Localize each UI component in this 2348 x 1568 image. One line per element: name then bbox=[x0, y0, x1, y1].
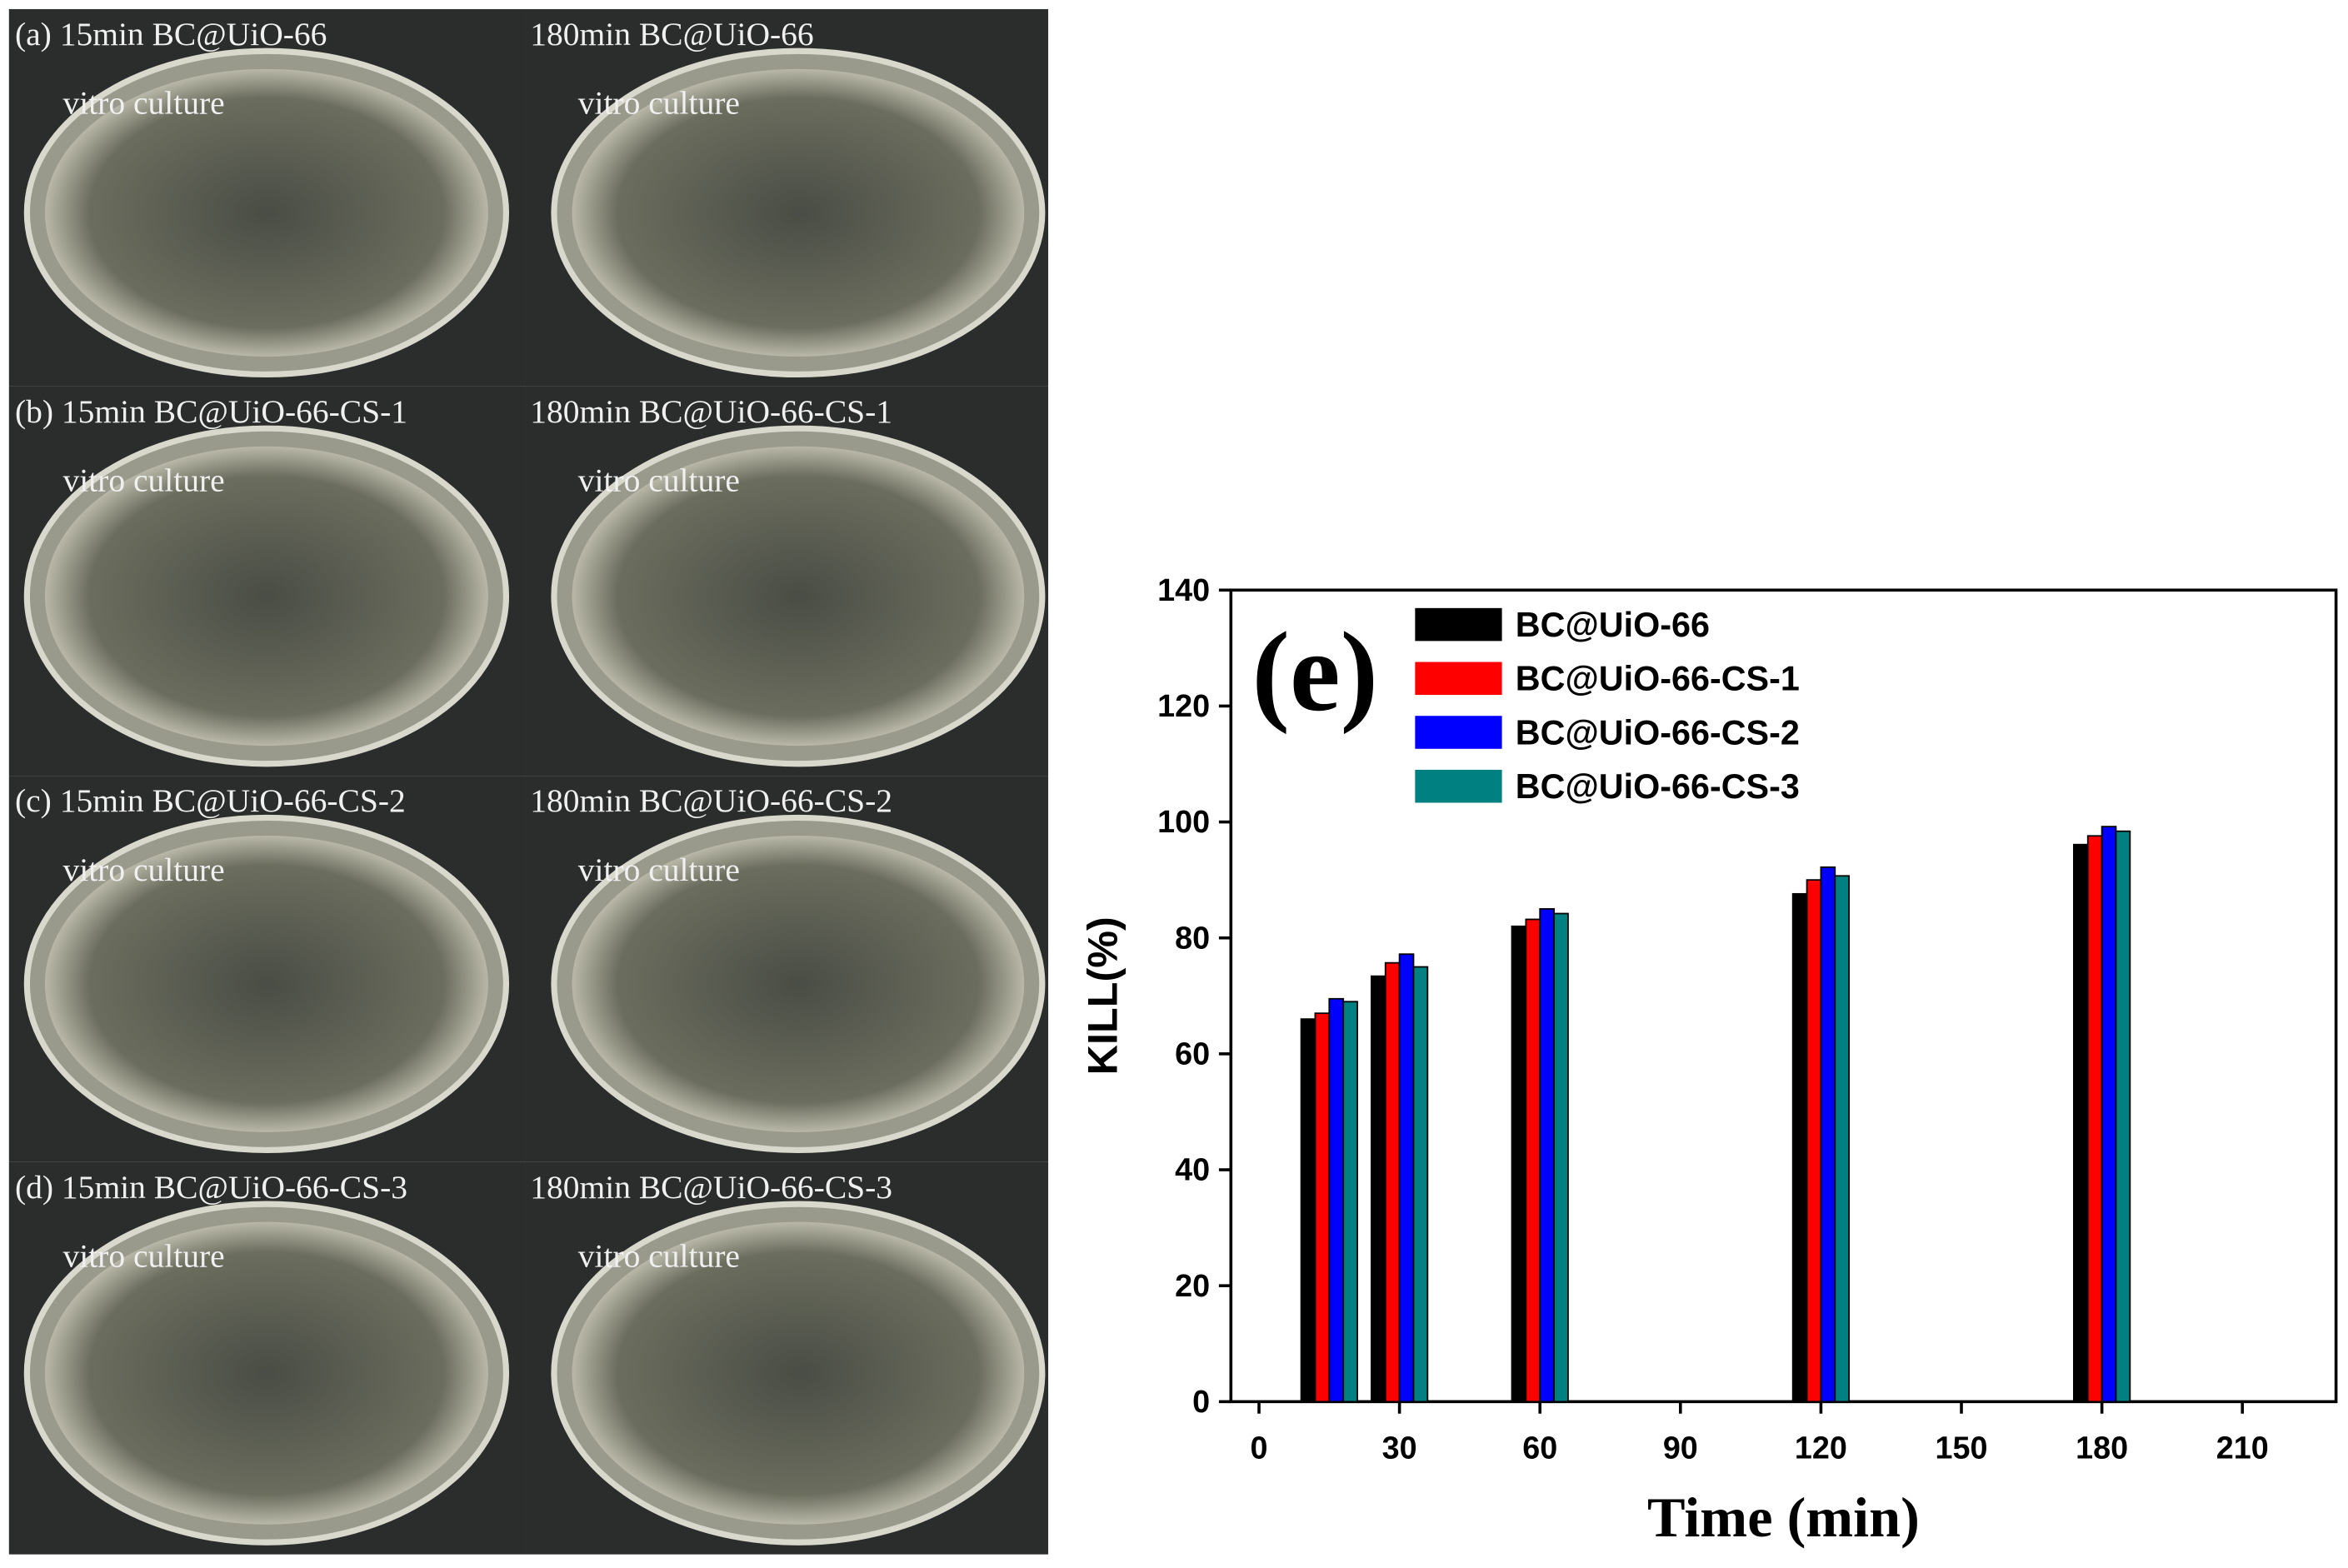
plot-frame bbox=[1229, 588, 2338, 1404]
photo-caption: vitro culture bbox=[578, 851, 740, 888]
x-tick-label: 210 bbox=[2216, 1431, 2269, 1466]
petri-dish bbox=[44, 68, 488, 357]
chart: 0 20 40 60 80 100 120 140 0 30 60 90 120 150 180 210 Tim… bbox=[1079, 572, 2338, 1549]
bar bbox=[1328, 997, 1345, 1403]
petri-dish bbox=[572, 1221, 1025, 1525]
bar bbox=[1511, 925, 1527, 1403]
legend-swatch bbox=[1415, 662, 1502, 696]
photo-caption: vitro culture bbox=[578, 462, 740, 499]
legend-label: BC@UiO-66-CS-1 bbox=[1516, 660, 1800, 698]
petri-dish bbox=[572, 446, 1025, 747]
petri-dish bbox=[44, 446, 488, 747]
bar bbox=[2086, 835, 2103, 1403]
photo-caption: vitro culture bbox=[62, 851, 224, 888]
bar bbox=[1820, 866, 1836, 1403]
bar bbox=[1384, 961, 1401, 1403]
y-tick-label: 60 bbox=[1175, 1036, 1210, 1071]
x-tick-label: 180 bbox=[2076, 1431, 2128, 1466]
bar bbox=[1806, 879, 1822, 1403]
photo-title: (c) 15min BC@UiO-66-CS-2 bbox=[15, 782, 406, 819]
y-tick-label: 140 bbox=[1157, 572, 1210, 607]
petri-dish bbox=[44, 1221, 488, 1525]
y-tick-label: 0 bbox=[1192, 1384, 1210, 1419]
petri-dish bbox=[44, 836, 488, 1132]
petri-dish bbox=[572, 68, 1025, 357]
y-tick-label: 40 bbox=[1175, 1152, 1210, 1187]
bar bbox=[2073, 843, 2089, 1403]
legend-swatch bbox=[1415, 716, 1502, 749]
bar bbox=[1314, 1012, 1331, 1403]
photo-title: (a) 15min BC@UiO-66 bbox=[15, 16, 327, 52]
legend-label: BC@UiO-66-CS-2 bbox=[1516, 713, 1800, 752]
bar bbox=[1342, 1001, 1358, 1403]
x-tick-label: 120 bbox=[1795, 1431, 1847, 1466]
petri-dish bbox=[572, 836, 1025, 1132]
x-tick-label: 0 bbox=[1251, 1431, 1268, 1466]
photo-title: 180min BC@UiO-66-CS-2 bbox=[530, 782, 892, 819]
photo-caption: vitro culture bbox=[62, 85, 224, 122]
legend-label: BC@UiO-66 bbox=[1516, 606, 1710, 644]
photo-title: (d) 15min BC@UiO-66-CS-3 bbox=[15, 1169, 407, 1206]
photo-title: (b) 15min BC@UiO-66-CS-1 bbox=[15, 393, 407, 430]
legend-swatch bbox=[1415, 769, 1502, 803]
y-tick-label: 20 bbox=[1175, 1268, 1210, 1303]
bar bbox=[1370, 975, 1386, 1403]
photo-title: 180min BC@UiO-66-CS-3 bbox=[530, 1169, 892, 1206]
y-tick-label: 120 bbox=[1157, 688, 1210, 723]
bar bbox=[1791, 892, 1808, 1403]
x-tick-label: 150 bbox=[1936, 1431, 1988, 1466]
photo-caption: vitro culture bbox=[62, 462, 224, 499]
photo-caption: vitro culture bbox=[62, 1238, 224, 1275]
y-tick-label: 100 bbox=[1157, 804, 1210, 839]
x-tick-label: 90 bbox=[1663, 1431, 1698, 1466]
bar bbox=[1834, 875, 1851, 1403]
bar bbox=[1553, 912, 1569, 1403]
y-axis-title: KILL(%) bbox=[1079, 916, 1127, 1075]
legend-swatch bbox=[1415, 607, 1502, 642]
legend-label: BC@UiO-66-CS-3 bbox=[1516, 767, 1800, 806]
photo-caption: vitro culture bbox=[578, 1238, 740, 1275]
bar bbox=[1539, 908, 1555, 1403]
photo-caption: vitro culture bbox=[578, 85, 740, 122]
x-tick-label: 30 bbox=[1382, 1431, 1417, 1466]
bar bbox=[1412, 966, 1429, 1403]
bar bbox=[2101, 826, 2117, 1403]
photo-title: 180min BC@UiO-66-CS-1 bbox=[530, 393, 892, 430]
bar bbox=[2115, 830, 2131, 1403]
bar bbox=[1398, 953, 1415, 1403]
x-tick-label: 60 bbox=[1522, 1431, 1557, 1466]
y-tick-label: 80 bbox=[1175, 920, 1210, 955]
bar bbox=[1300, 1018, 1316, 1403]
bar bbox=[1525, 918, 1541, 1403]
annotation: (e) bbox=[1251, 608, 1378, 735]
photo-title: 180min BC@UiO-66 bbox=[530, 16, 813, 52]
x-axis-title: Time (min) bbox=[1647, 1486, 1920, 1549]
photo-grid: (a) 15min BC@UiO-66 vitro culture 180min B… bbox=[8, 8, 1049, 1555]
